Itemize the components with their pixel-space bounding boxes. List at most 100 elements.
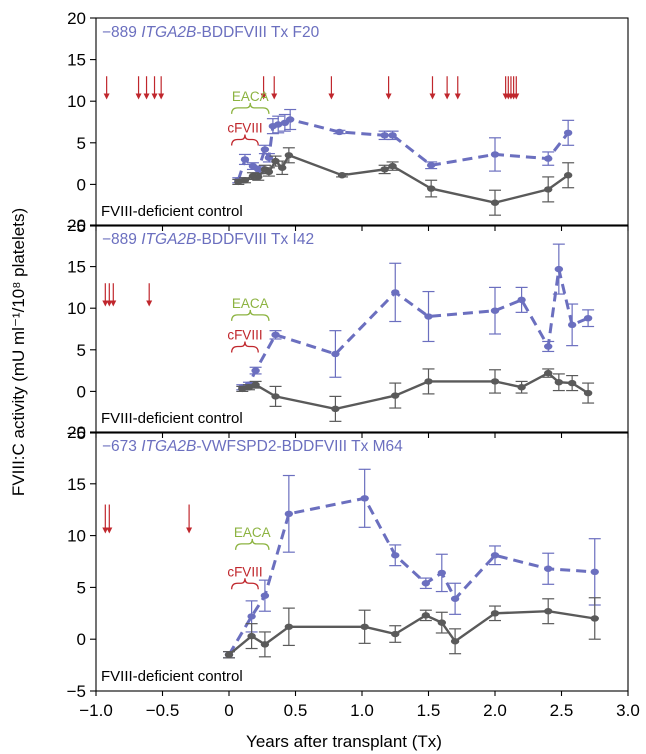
data-point [260, 146, 270, 153]
data-point [380, 132, 389, 139]
panel-title: −889 ITGA2B-BDDFVIII Tx F20 [102, 24, 320, 41]
eaca-brace [231, 102, 270, 114]
panel-title-part: ITGA2B [141, 231, 196, 248]
series-line-control [228, 609, 595, 656]
series-control [236, 368, 595, 422]
y-tick-label: 5 [77, 578, 86, 597]
series-line-treated [241, 268, 589, 389]
data-point [234, 178, 243, 186]
data-point [567, 321, 577, 329]
data-point [247, 613, 256, 620]
panel-title-part: −889 [102, 24, 141, 41]
injection-arrowhead [186, 527, 193, 534]
injection-arrowhead [385, 93, 392, 100]
data-point [244, 384, 254, 391]
data-point [490, 307, 500, 314]
data-point [391, 289, 400, 296]
x-tick-label: −0.5 [146, 701, 180, 720]
panel-title-part: -BDDFVIII Tx F20 [196, 24, 319, 41]
data-point [450, 595, 460, 602]
data-point [421, 612, 431, 619]
data-point [254, 173, 263, 181]
y-tick-label: 15 [67, 475, 86, 494]
data-point [284, 623, 294, 630]
panel-title-part: -VWFSPD2-BDDFVIII Tx M64 [196, 438, 403, 455]
injection-arrowhead [146, 300, 153, 307]
data-point [271, 331, 280, 339]
eaca-brace [235, 538, 270, 550]
panel-title-part: ITGA2B [141, 24, 196, 41]
x-tick-label: 1.5 [417, 701, 441, 720]
injection-arrowhead [151, 93, 158, 100]
panel-title: −673 ITGA2B-VWFSPD2-BDDFVIII Tx M64 [102, 438, 403, 455]
injection-arrowhead [102, 300, 109, 307]
series-control [223, 597, 601, 659]
data-point [254, 166, 263, 173]
x-tick-label: 1.0 [350, 701, 374, 720]
data-point [544, 155, 553, 162]
data-point [238, 385, 247, 393]
data-point [563, 129, 573, 137]
panel-title-part: ITGA2B [141, 438, 196, 455]
y-tick-label: 15 [67, 51, 86, 70]
eaca-label: EACA [232, 89, 269, 104]
series-line-treated [227, 496, 595, 656]
eaca-brace [231, 309, 270, 321]
data-point [260, 641, 270, 648]
data-point [388, 132, 397, 139]
data-point [391, 552, 400, 559]
data-point [544, 565, 553, 572]
data-point [490, 378, 500, 385]
data-point [224, 651, 234, 658]
data-point [251, 381, 260, 388]
data-point [274, 121, 283, 128]
cfviii-brace [231, 134, 259, 146]
x-tick-label: 2.0 [483, 701, 507, 720]
x-axis-title: Years after transplant (Tx) [246, 732, 442, 751]
panel-title-part: −889 [102, 231, 141, 248]
injection-arrowhead [429, 93, 436, 100]
y-tick-label: −5 [67, 217, 86, 236]
data-point [563, 172, 573, 179]
y-tick-label: 10 [67, 527, 86, 546]
data-point [271, 157, 280, 165]
cfviii-label: cFVIII [227, 564, 262, 579]
data-point [490, 151, 500, 158]
data-point [331, 350, 340, 358]
data-point [437, 619, 446, 626]
series-treated [236, 243, 595, 391]
data-point [421, 580, 431, 587]
panel-title-part: −673 [102, 438, 141, 455]
data-point [490, 199, 500, 206]
injection-arrowhead [135, 93, 142, 100]
data-point [450, 638, 460, 645]
data-point [278, 164, 287, 171]
data-point [285, 116, 295, 123]
y-tick-label: 0 [77, 175, 86, 194]
y-tick-label: 20 [67, 216, 86, 235]
data-point [554, 379, 564, 386]
data-point [517, 296, 526, 304]
data-point [590, 615, 599, 622]
x-tick-label: −1.0 [79, 701, 113, 720]
data-point [544, 608, 553, 615]
series-treated [223, 468, 601, 659]
y-tick-label: 0 [77, 382, 86, 401]
data-point [271, 393, 280, 400]
x-tick-label: 2.5 [550, 701, 574, 720]
injection-arrowhead [102, 527, 109, 534]
data-point [360, 623, 369, 630]
cfviii-label: cFVIII [227, 120, 262, 135]
series-treated [232, 108, 575, 184]
data-point [240, 177, 250, 184]
y-tick-label: −5 [67, 424, 86, 443]
data-point [284, 510, 294, 518]
panel-1: −5 0 5 10 15 20 −889 ITGA2B-BDDFVIII Tx F20 FVI… [67, 9, 629, 236]
data-point [264, 168, 274, 176]
data-point [424, 313, 433, 320]
control-label: FVIII-deficient control [101, 410, 243, 427]
data-point [517, 384, 526, 391]
data-point [583, 314, 593, 322]
injection-arrowhead [106, 300, 113, 307]
control-label: FVIII-deficient control [101, 203, 243, 220]
